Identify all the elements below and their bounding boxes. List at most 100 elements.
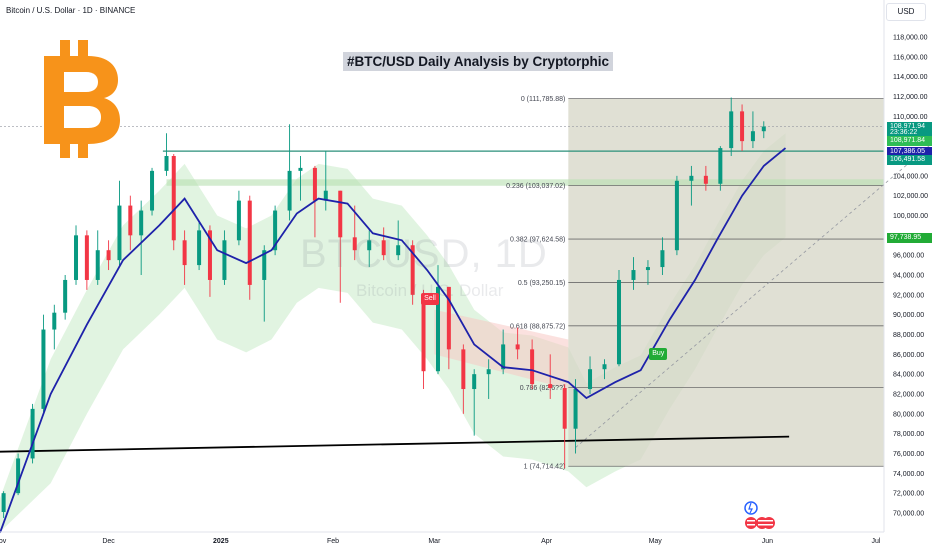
candle-body xyxy=(562,388,567,429)
price-tick-label: 86,000.00 xyxy=(893,352,924,359)
fib-level-label: 0.786 (82,6??) xyxy=(520,385,566,392)
candle-body xyxy=(548,384,553,389)
candle-body xyxy=(396,245,401,256)
price-tick-label: 92,000.00 xyxy=(893,292,924,299)
currency-button[interactable]: USD xyxy=(886,3,926,21)
candle-body xyxy=(410,245,415,295)
time-tick-label: Mar xyxy=(428,538,441,545)
candle-body xyxy=(515,344,520,350)
resistance-zone xyxy=(166,179,884,186)
symbol-header: Bitcoin / U.S. Dollar · 1D · BINANCE xyxy=(6,6,136,15)
price-tag: 97,738.95 xyxy=(887,232,932,243)
candle-body xyxy=(106,250,111,261)
price-tick-label: 118,000.00 xyxy=(893,35,928,42)
price-tag: 107,386.05 xyxy=(887,146,932,157)
time-tick-label: Jun xyxy=(762,538,773,545)
candle-body xyxy=(1,493,6,513)
price-tick-label: 96,000.00 xyxy=(893,253,924,260)
candle-body xyxy=(750,131,755,142)
fib-level-label: 0.236 (103,037.02) xyxy=(506,183,565,190)
candle-body xyxy=(236,200,241,241)
candle-body xyxy=(352,237,357,251)
candle-body xyxy=(367,240,372,251)
time-tick-label: Feb xyxy=(327,538,339,545)
candle-body xyxy=(52,312,57,330)
ema-line xyxy=(0,147,787,534)
candle-body xyxy=(530,349,535,385)
candle-body xyxy=(761,126,766,132)
candle-body xyxy=(338,190,343,238)
candle-body xyxy=(446,286,451,350)
candle-body xyxy=(588,369,593,390)
candle-body xyxy=(41,329,46,409)
price-tick-label: 72,000.00 xyxy=(893,491,924,498)
price-tick-label: 104,000.00 xyxy=(893,173,928,180)
candle-body xyxy=(616,279,621,365)
time-tick-label: Jul xyxy=(872,538,881,545)
candle-body xyxy=(573,389,578,429)
price-tick-label: 82,000.00 xyxy=(893,392,924,399)
candle-body xyxy=(486,369,491,375)
candle-body xyxy=(171,156,176,241)
candle-body xyxy=(323,190,328,201)
fib-level-label: 0.5 (93,250.15) xyxy=(518,280,565,287)
price-tick-label: 90,000.00 xyxy=(893,312,924,319)
candle-body xyxy=(164,156,169,171)
candle-body xyxy=(139,210,144,236)
lightning-icon xyxy=(744,501,758,515)
price-tick-label: 116,000.00 xyxy=(893,54,928,61)
candle-body xyxy=(207,230,212,280)
candle-body xyxy=(287,170,292,211)
fib-level-label: 0 (111,785.88) xyxy=(521,96,566,103)
price-tick-label: 70,000.00 xyxy=(893,511,924,518)
candle-body xyxy=(16,458,21,494)
candle-body xyxy=(128,205,133,236)
time-tick-label: May xyxy=(649,538,663,545)
candle-body xyxy=(421,294,426,372)
candle-body xyxy=(461,349,466,390)
candle-body xyxy=(631,270,636,280)
fib-level-label: 0.382 (97,624.58) xyxy=(510,237,565,244)
buy-signal: Buy xyxy=(649,348,668,361)
price-tag: 106,491.58 xyxy=(887,154,932,165)
candle-body xyxy=(501,344,506,370)
price-tick-label: 102,000.00 xyxy=(893,193,928,200)
price-tick-label: 100,000.00 xyxy=(893,213,928,220)
price-tag: 23:36:22 xyxy=(887,127,932,138)
candle-body xyxy=(729,111,734,149)
candle-body xyxy=(182,240,187,266)
bitcoin-logo-icon xyxy=(44,40,120,158)
price-tick-label: 94,000.00 xyxy=(893,273,924,280)
time-tick-label: Apr xyxy=(541,538,553,545)
watermark-symbol: BTCUSD, 1D xyxy=(300,232,548,276)
trendline xyxy=(0,435,790,453)
candle-body xyxy=(703,175,708,184)
candle-body xyxy=(262,250,267,280)
candle-body xyxy=(150,170,155,211)
fib-level-label: 0.618 (88,875.72) xyxy=(510,323,565,330)
price-tick-label: 80,000.00 xyxy=(893,411,924,418)
candle-body xyxy=(222,240,227,280)
candle-body xyxy=(95,250,100,280)
candle-body xyxy=(740,111,745,142)
time-tick-label: Dec xyxy=(102,538,115,545)
time-tick-label: 2025 xyxy=(213,538,229,545)
candle-body xyxy=(660,250,665,268)
candle-body xyxy=(63,279,68,313)
candle-body xyxy=(117,205,122,261)
candle-body xyxy=(689,175,694,181)
candle-body xyxy=(645,267,650,271)
price-tick-label: 88,000.00 xyxy=(893,332,924,339)
candle-body xyxy=(298,167,303,171)
price-tick-label: 76,000.00 xyxy=(893,451,924,458)
price-tick-label: 84,000.00 xyxy=(893,372,924,379)
candle-body xyxy=(312,167,317,201)
us-flag-icon xyxy=(745,517,757,529)
candle-body xyxy=(84,235,89,280)
price-tick-label: 74,000.00 xyxy=(893,471,924,478)
watermark-name: Bitcoin / U.S. Dollar xyxy=(356,281,504,300)
chart-title: #BTC/USD Daily Analysis by Cryptorphic xyxy=(343,52,614,71)
candle-body xyxy=(674,180,679,251)
